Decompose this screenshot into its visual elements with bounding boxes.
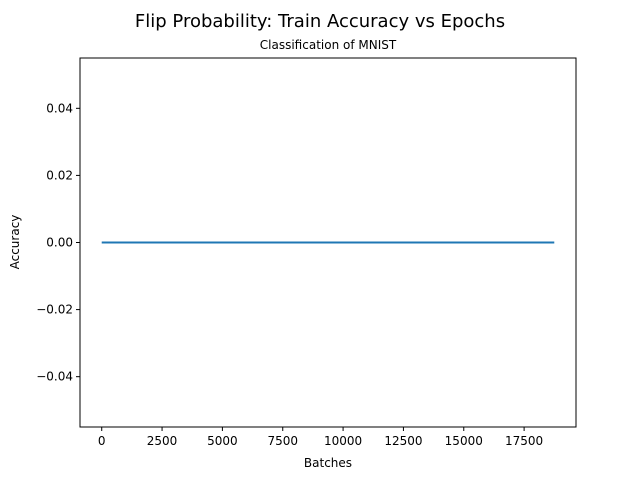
y-axis: −0.04 −0.02 0.00 0.02 0.04	[36, 101, 80, 384]
x-tick-label: 2500	[147, 434, 178, 448]
x-tick-label: 0	[98, 434, 106, 448]
y-tick-label: 0.04	[46, 101, 73, 115]
x-tick-label: 7500	[267, 434, 298, 448]
x-tick-label: 10000	[324, 434, 362, 448]
y-tick-label: −0.04	[36, 370, 73, 384]
x-tick-label: 15000	[445, 434, 483, 448]
y-tick-label: −0.02	[36, 303, 73, 317]
x-axis: 0 2500 5000 7500 10000 12500 15000 17500	[98, 427, 543, 448]
chart-subtitle: Classification of MNIST	[260, 38, 397, 52]
chart-title: Flip Probability: Train Accuracy vs Epoc…	[135, 11, 505, 32]
x-tick-label: 12500	[384, 434, 422, 448]
x-tick-label: 5000	[207, 434, 238, 448]
x-tick-label: 17500	[505, 434, 543, 448]
y-tick-label: 0.02	[46, 168, 73, 182]
y-tick-label: 0.00	[46, 236, 73, 250]
y-axis-label: Accuracy	[8, 215, 22, 270]
x-axis-label: Batches	[304, 456, 352, 470]
